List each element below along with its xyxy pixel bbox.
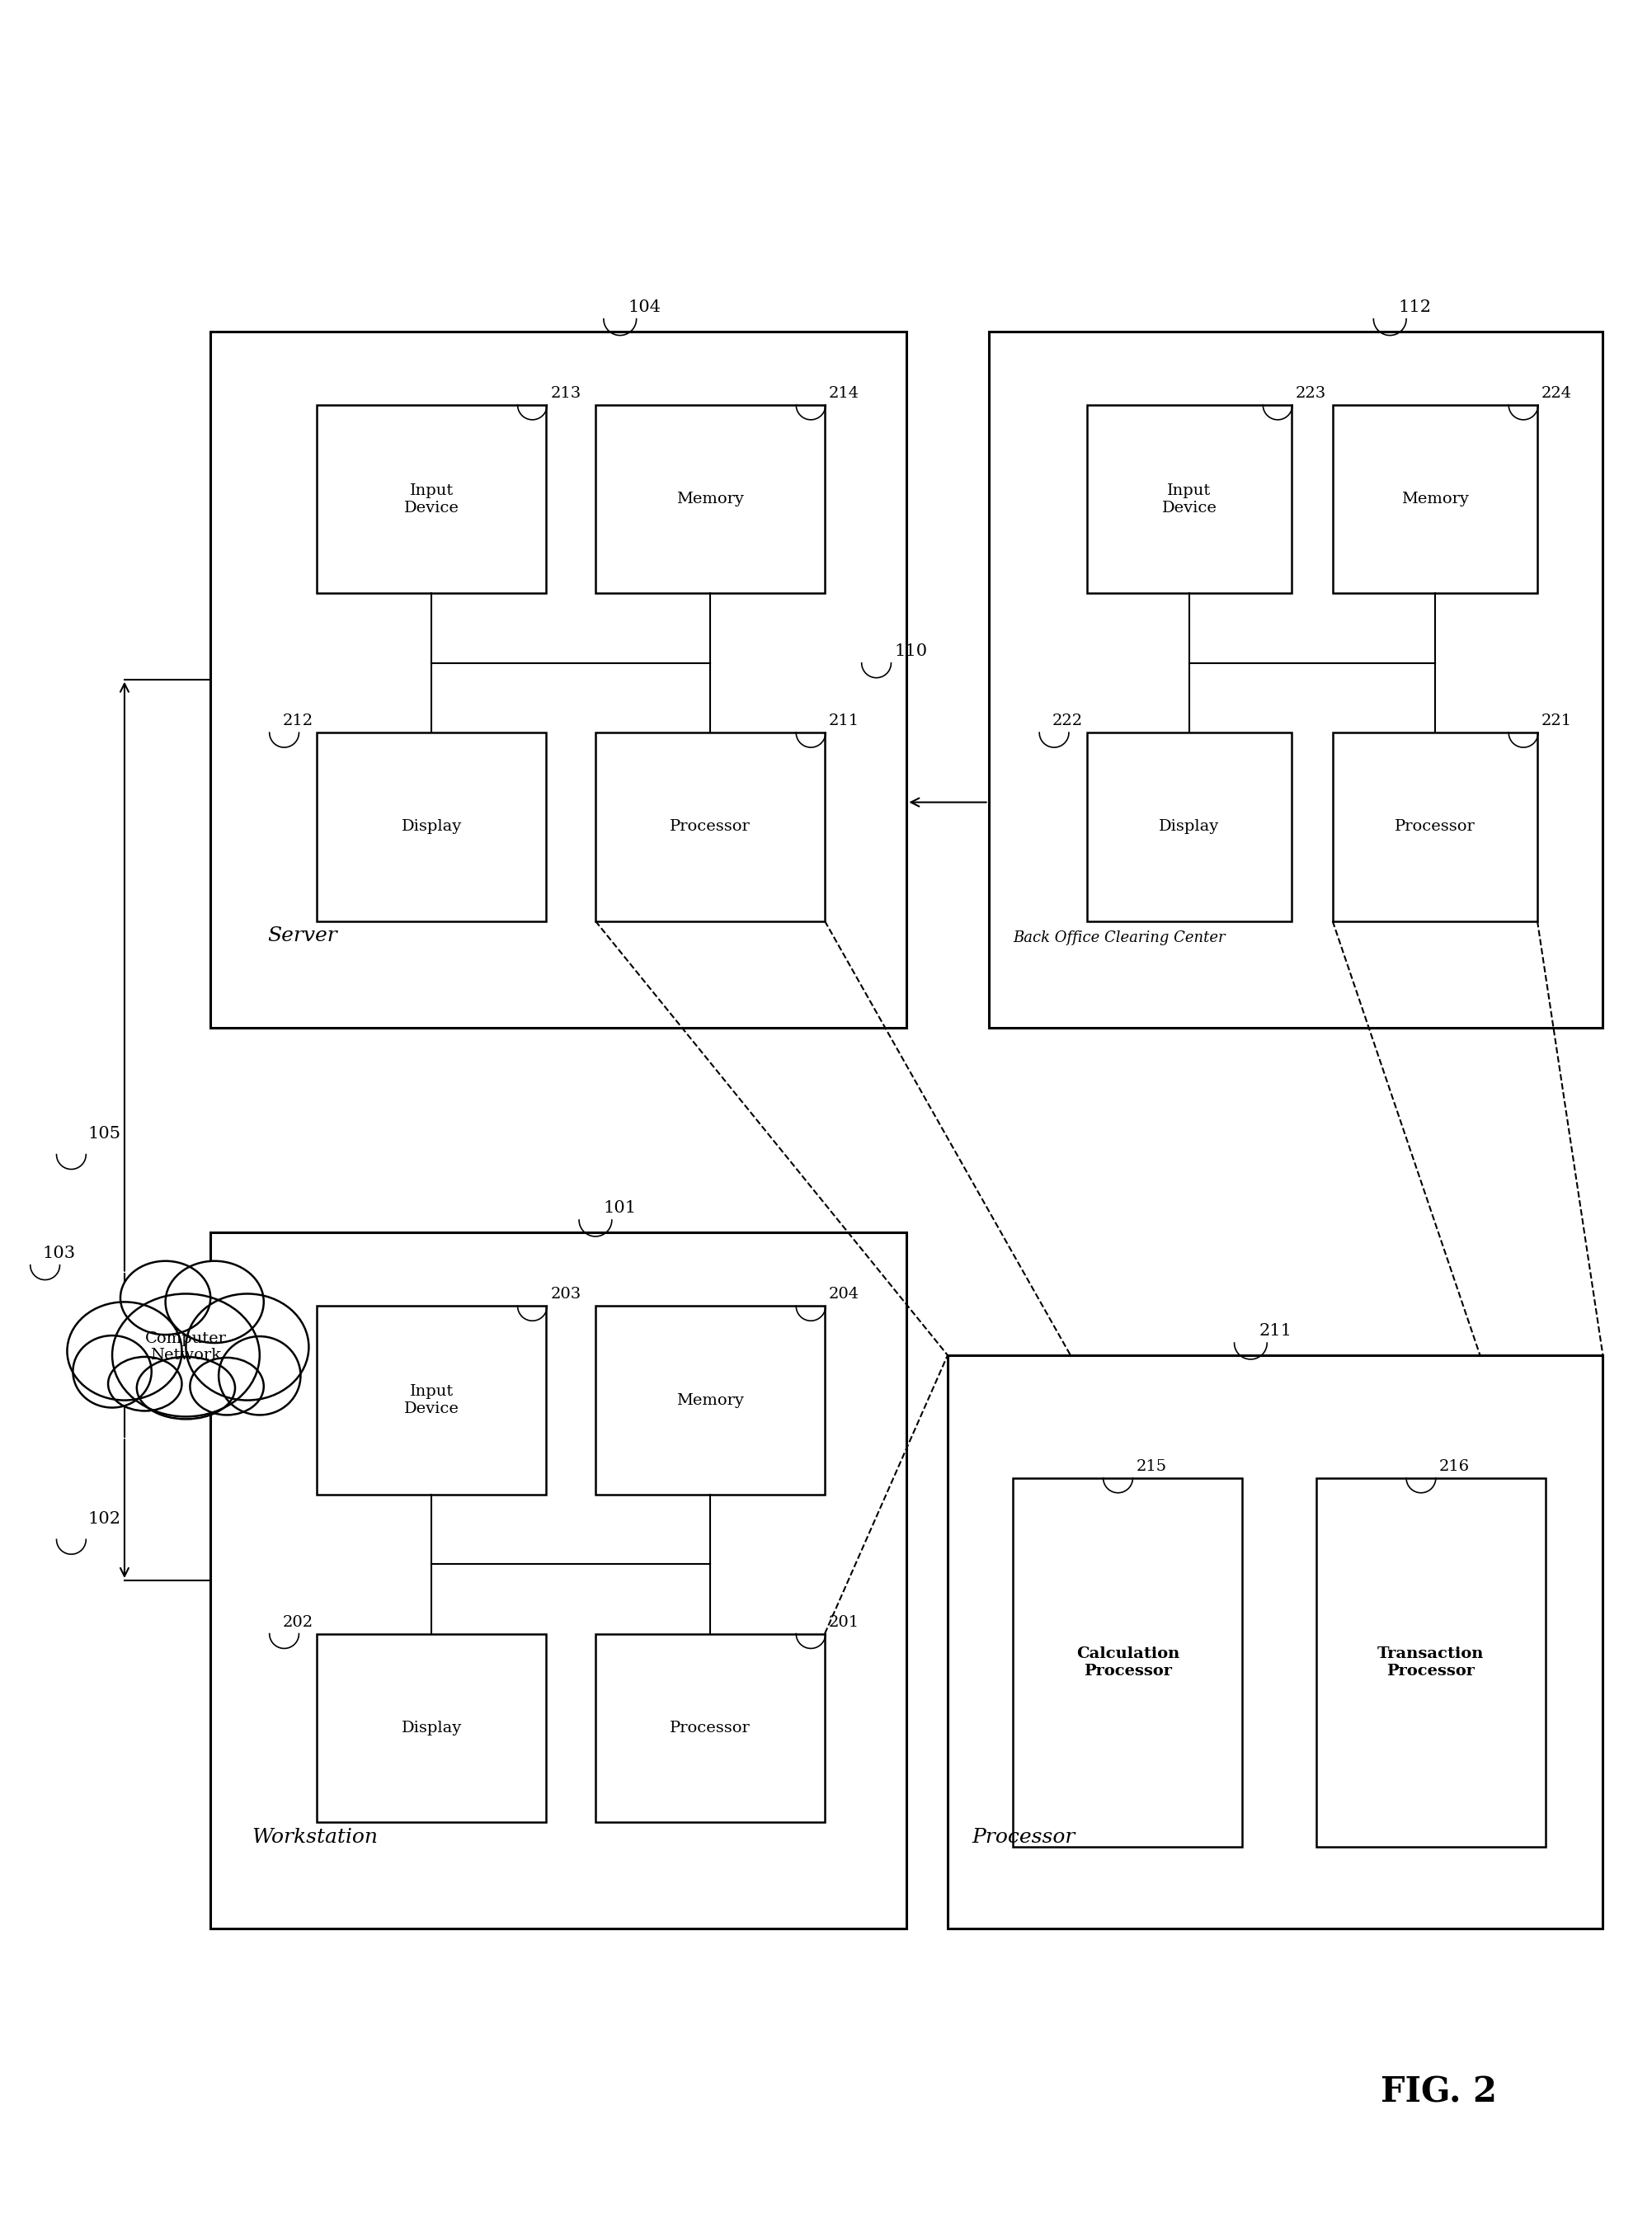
Bar xyxy=(317,1634,547,1823)
Bar xyxy=(1333,734,1538,920)
Ellipse shape xyxy=(190,1358,264,1416)
Bar xyxy=(595,1634,824,1823)
Text: 216: 216 xyxy=(1439,1458,1470,1474)
Ellipse shape xyxy=(218,1336,301,1416)
Ellipse shape xyxy=(73,1336,152,1407)
Text: Input
Device: Input Device xyxy=(405,1385,459,1416)
Text: Display: Display xyxy=(401,1721,463,1736)
Text: 215: 215 xyxy=(1137,1458,1166,1474)
Bar xyxy=(595,734,824,920)
Bar xyxy=(317,734,547,920)
Text: 211: 211 xyxy=(829,714,859,729)
Bar xyxy=(948,1356,1602,1930)
Ellipse shape xyxy=(121,1260,210,1334)
Text: Workstation: Workstation xyxy=(251,1827,378,1847)
Text: Processor: Processor xyxy=(971,1827,1075,1847)
Text: Processor: Processor xyxy=(669,820,750,834)
Bar xyxy=(595,405,824,594)
Text: Input
Device: Input Device xyxy=(1161,482,1218,516)
Text: Input
Device: Input Device xyxy=(405,482,459,516)
Text: Display: Display xyxy=(1160,820,1219,834)
Bar xyxy=(1087,734,1292,920)
Text: Processor: Processor xyxy=(669,1721,750,1736)
Ellipse shape xyxy=(165,1260,264,1343)
Text: 221: 221 xyxy=(1541,714,1573,729)
Text: 224: 224 xyxy=(1541,387,1573,400)
Text: Display: Display xyxy=(401,820,463,834)
Bar xyxy=(317,1307,547,1494)
Bar xyxy=(1317,1478,1546,1847)
Bar xyxy=(1087,405,1292,594)
Text: Memory: Memory xyxy=(1401,491,1469,507)
Text: Computer
Network: Computer Network xyxy=(145,1332,226,1363)
Text: 223: 223 xyxy=(1295,387,1327,400)
Text: Memory: Memory xyxy=(676,491,743,507)
Text: Transaction
Processor: Transaction Processor xyxy=(1378,1647,1483,1678)
Text: Memory: Memory xyxy=(676,1394,743,1407)
Ellipse shape xyxy=(112,1294,259,1416)
Text: 112: 112 xyxy=(1398,300,1431,316)
Text: 203: 203 xyxy=(550,1287,582,1303)
Text: 214: 214 xyxy=(829,387,859,400)
Bar xyxy=(595,1307,824,1494)
Text: 222: 222 xyxy=(1052,714,1082,729)
Text: 201: 201 xyxy=(829,1614,859,1629)
Text: 204: 204 xyxy=(829,1287,859,1303)
Ellipse shape xyxy=(107,1356,182,1412)
Text: 105: 105 xyxy=(88,1127,121,1143)
Bar xyxy=(317,405,547,594)
Text: FIG. 2: FIG. 2 xyxy=(1381,2074,1497,2110)
Text: 104: 104 xyxy=(628,300,661,316)
Text: Processor: Processor xyxy=(1394,820,1475,834)
Text: 101: 101 xyxy=(603,1200,636,1216)
Text: 202: 202 xyxy=(282,1614,312,1629)
Ellipse shape xyxy=(137,1356,235,1418)
Ellipse shape xyxy=(187,1294,309,1400)
Bar xyxy=(1333,405,1538,594)
Bar xyxy=(988,331,1602,1027)
Bar xyxy=(1013,1478,1242,1847)
Text: Calculation
Processor: Calculation Processor xyxy=(1075,1647,1180,1678)
Bar xyxy=(210,1232,907,1930)
Text: 102: 102 xyxy=(88,1512,121,1527)
Text: 211: 211 xyxy=(1259,1323,1292,1338)
Text: 213: 213 xyxy=(550,387,582,400)
Text: 110: 110 xyxy=(894,642,927,658)
Text: Back Office Clearing Center: Back Office Clearing Center xyxy=(1013,931,1226,945)
Bar xyxy=(210,331,907,1027)
Ellipse shape xyxy=(68,1303,182,1400)
Text: 103: 103 xyxy=(43,1245,76,1260)
Text: Server: Server xyxy=(268,927,337,945)
Text: 212: 212 xyxy=(282,714,312,729)
